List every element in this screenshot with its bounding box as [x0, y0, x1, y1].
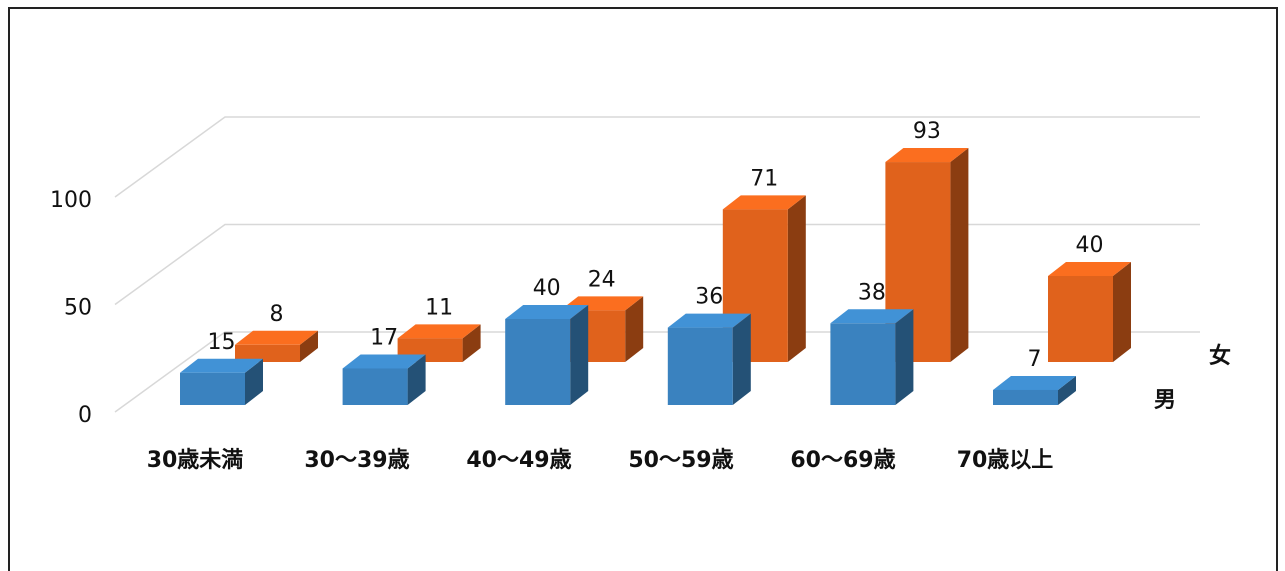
value-label: 17	[370, 325, 398, 350]
bar-top	[342, 354, 426, 369]
y-tick-label: 0	[78, 403, 92, 428]
bar-top	[830, 309, 914, 324]
bar-side	[1113, 262, 1131, 362]
bar-side	[407, 354, 426, 405]
value-label: 7	[1028, 347, 1042, 372]
bar-top	[1048, 262, 1131, 276]
value-label: 71	[750, 166, 778, 191]
bar	[1048, 276, 1113, 362]
x-tick-label: 30～39歳	[304, 448, 409, 473]
bar	[180, 372, 245, 405]
bar-top	[505, 305, 589, 319]
bar-side	[570, 305, 589, 405]
bar-side	[462, 324, 481, 362]
bar-side	[732, 313, 751, 405]
bar-side	[895, 309, 914, 405]
bar-side	[950, 148, 969, 362]
bar	[667, 327, 733, 405]
grid-line	[114, 223, 1200, 306]
value-label: 38	[858, 280, 886, 305]
bar-top	[235, 330, 318, 345]
bar-side	[1058, 375, 1076, 405]
x-tick-label: 60～69歳	[790, 448, 895, 473]
value-label: 24	[588, 267, 616, 292]
bar-top	[885, 148, 969, 163]
bar-side	[245, 358, 263, 405]
value-label: 8	[270, 302, 284, 327]
bar	[830, 323, 896, 405]
bar-top	[993, 375, 1076, 390]
x-tick-label: 40～49歳	[466, 448, 571, 473]
bar	[993, 389, 1058, 405]
bar	[342, 368, 408, 405]
legend-label: 女	[1209, 343, 1231, 369]
x-tick-label: 30歳未満	[147, 447, 244, 473]
bar-top	[180, 358, 263, 373]
value-label: 40	[1076, 233, 1104, 258]
value-label: 36	[695, 285, 723, 310]
y-tick-label: 100	[50, 188, 92, 213]
x-tick-label: 50～59歳	[628, 448, 733, 473]
grid-line	[114, 116, 1200, 198]
value-label: 15	[208, 330, 236, 355]
bar-side	[787, 195, 806, 362]
value-label: 40	[533, 276, 561, 301]
legend-label: 男	[1154, 388, 1176, 413]
y-tick-label: 50	[64, 296, 92, 321]
bar-side	[300, 330, 318, 362]
x-tick-label: 70歳以上	[957, 448, 1054, 473]
bar-top	[722, 195, 806, 210]
value-label: 93	[913, 119, 941, 144]
bar-top	[667, 313, 751, 328]
value-label: 11	[425, 295, 453, 320]
bar-side	[625, 296, 644, 362]
bar	[505, 319, 571, 405]
bar	[235, 344, 300, 362]
bar-top	[397, 324, 481, 339]
